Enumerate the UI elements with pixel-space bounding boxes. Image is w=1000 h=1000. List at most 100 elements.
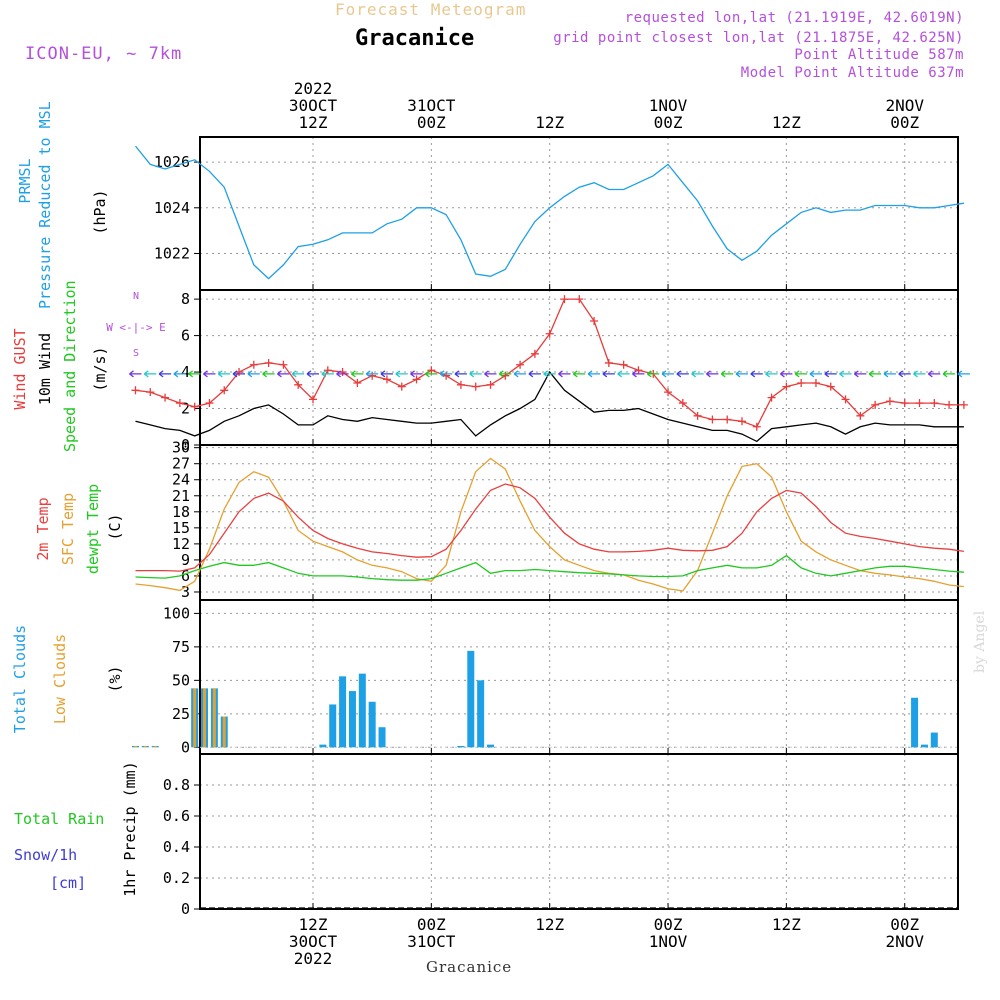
gust-point-marker [397,382,406,391]
y-tick-label: 4 [181,363,190,381]
grid-point-location: grid point closest lon,lat (21.1875E, 42… [553,30,964,46]
wind-direction-arrow [262,370,275,378]
gust-point-marker [604,358,613,367]
gust-point-marker [175,399,184,408]
y-tick-label: 0 [181,738,190,756]
gust-point-marker [530,349,539,358]
bottom-time-label: 00Z [890,915,919,934]
bottom-time-label: 1NOV [649,932,688,951]
gust-point-marker [353,379,362,387]
gust-point-marker [678,399,687,408]
wind-direction-arrow [277,370,290,378]
bottom-time-label: 31OCT [407,932,456,951]
gust-point-marker [220,386,229,395]
y-tick-label: 0 [181,900,190,918]
model-altitude: Model Point Altitude 637m [740,65,964,81]
bottom-time-label: 12Z [772,915,801,934]
wind-direction-arrow [543,370,556,378]
wind-direction-arrow [750,370,763,378]
gust-point-marker [279,360,288,369]
low-cloud-bar [212,688,216,748]
total-cloud-bar [358,673,366,748]
gust-point-marker [323,366,332,375]
low-cloud-bar [143,745,147,748]
gust-point-marker [634,366,643,375]
wind-10m-line [135,370,964,443]
top-time-label: 12Z [299,113,328,132]
gust-point-marker [782,382,791,391]
wind-direction-arrow [913,370,926,378]
y-tick-label: 0.2 [163,869,190,887]
temp-2m-line [135,483,964,572]
wind-direction-arrow [706,370,719,378]
compass-n: N [133,291,139,302]
low-cloud-bar [153,745,157,748]
wind-direction-arrow [794,370,808,378]
wind-direction-arrow [410,370,423,378]
rain-label: Total Rain [14,810,105,828]
gust-point-marker [767,393,776,402]
wind-direction-arrow [321,370,334,378]
y-tick-label: 0.8 [163,776,190,794]
y-tick-label: 3 [181,583,190,601]
gust-point-marker [723,415,732,424]
gust-point-marker [412,375,421,384]
wind-direction-arrow [809,370,822,378]
wind-direction-arrow [735,370,748,378]
total-cloud-bar [339,676,347,748]
y-tick-label: 25 [172,705,190,723]
y-tick-label: 6 [181,567,190,585]
gust-point-marker [752,422,761,431]
gust-point-marker [797,379,806,387]
pressure-line [134,145,964,280]
gust-point-marker [146,388,155,397]
wind-direction-arrow [188,370,201,378]
wind-direction-arrow [824,370,837,378]
wind-direction-arrow [528,370,541,378]
wind-direction-arrow [513,370,527,378]
model-name: ICON-EU, ~ 7km [25,44,183,64]
top-time-label: 30OCT [289,96,338,115]
total-cloud-bar [911,697,919,748]
wind-direction-arrow [558,370,571,378]
wind-direction-arrow [439,370,453,378]
y-tick-label: 0.6 [163,807,190,825]
total-cloud-bar [368,701,376,748]
wind-direction-arrow [158,370,172,378]
bottom-station-name: Gracanice [426,958,513,976]
wind-direction-arrow [587,370,601,378]
gust-point-marker [516,360,525,369]
wind-direction-arrow [247,370,260,378]
compass-s: S [133,348,139,359]
wind-direction-arrow [424,370,438,378]
total-cloud-bar [319,744,327,748]
top-time-label: 00Z [654,113,683,132]
y-tick-label: 30 [172,439,190,457]
total-cloud-bar [329,704,337,748]
low-cloud-bar [133,745,137,748]
low-cloud-bar [222,716,226,748]
panel-frame-temperature [199,444,959,601]
gust-point-marker [456,380,465,389]
y-tick-label: 2 [181,400,190,418]
wind-direction-arrow [676,370,689,378]
y-tick-label: 24 [172,471,190,489]
gust-point-marker [471,382,480,391]
y-tick-label: 8 [181,290,190,308]
wind-direction-arrow [203,370,216,378]
top-time-label: 12Z [772,113,801,132]
snow-unit-label: [cm] [50,874,87,892]
gust-point-marker [811,379,820,387]
bottom-time-label: 00Z [654,915,683,934]
y-tick-label: 6 [181,327,190,345]
gust-point-marker [309,395,317,404]
wind-direction-arrow [898,370,911,378]
top-time-label: 2022 [294,79,333,98]
bottom-time-label: 2NOV [885,932,924,951]
y-tick-label: 18 [172,503,190,521]
gust-point-marker [427,366,436,375]
wind-direction-arrow [839,370,852,378]
gust-point-marker [205,399,214,408]
wind-direction-arrow [868,370,882,378]
gust-point-marker [693,411,702,420]
